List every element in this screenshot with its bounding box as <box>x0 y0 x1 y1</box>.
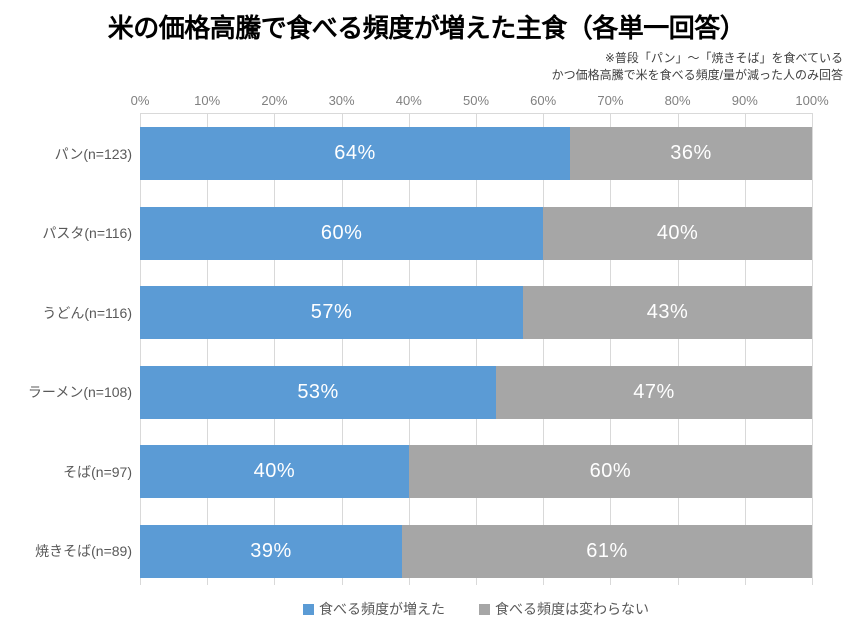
category-label: そば(n=97) <box>63 463 132 480</box>
bar-segment-unchanged: 40% <box>543 206 812 260</box>
bar-segment-unchanged: 36% <box>570 127 812 180</box>
bar-row: ラーメン(n=108) 53% 47% <box>28 365 812 419</box>
x-axis-tick-label: 30% <box>328 93 355 108</box>
x-axis-tick-label: 20% <box>261 93 288 108</box>
x-axis-tick-label: 80% <box>664 93 691 108</box>
gridline <box>610 113 612 585</box>
chart-title: 米の価格高騰で食べる頻度が増えた主食（各単一回答） <box>107 13 746 43</box>
bar-segment-increased: 53% <box>140 365 497 419</box>
legend-item: 食べる頻度は変わらない <box>479 599 649 619</box>
bar-value-label: 64% <box>334 142 376 164</box>
bar-plot-area: パン(n=123) 64% 36% パスタ(n=116) 60% 40% うどん(n=116… <box>28 127 812 578</box>
x-axis-tick-label: 60% <box>530 93 557 108</box>
x-axis-tick-label: 100% <box>795 93 829 108</box>
category-label: パン(n=123) <box>54 145 132 162</box>
note-line-2: かつ価格高騰で米を食べる頻度/量が減った人のみ回答 <box>551 68 843 82</box>
bar-segment-increased: 60% <box>140 206 544 260</box>
gridline <box>744 113 746 585</box>
category-label: ラーメン(n=108) <box>27 384 132 401</box>
gridline <box>543 113 545 585</box>
category-label: パスタ(n=116) <box>42 225 132 242</box>
category-label: うどん(n=116) <box>42 304 132 321</box>
gridline <box>274 113 276 585</box>
x-axis-tick-label: 10% <box>194 93 221 108</box>
bar-row: 焼きそば(n=89) 39% 61% <box>35 524 812 578</box>
x-axis-tick-label: 90% <box>731 93 758 108</box>
gridline <box>341 113 343 585</box>
category-label: 焼きそば(n=89) <box>35 543 132 560</box>
gridline <box>677 113 679 585</box>
legend-swatch <box>479 603 490 615</box>
legend-item: 食べる頻度が増えた <box>303 599 445 619</box>
bar-segment-increased: 40% <box>140 445 409 499</box>
legend-label: 食べる頻度は変わらない <box>495 601 649 617</box>
gridline <box>207 113 209 585</box>
x-axis-tick-label: 40% <box>395 93 422 108</box>
legend: 食べる頻度が増えた 食べる頻度は変わらない <box>140 599 812 619</box>
bar-segment-unchanged: 60% <box>408 445 812 499</box>
gridline <box>476 113 477 585</box>
bar-segment-increased: 57% <box>140 286 524 340</box>
bar-row: そば(n=97) 40% 60% <box>63 445 812 499</box>
chart-note: ※普段「パン」～「焼きそば」を食べている かつ価格高騰で米を食べる頻度/量が減っ… <box>552 50 843 84</box>
bar-segment-increased: 39% <box>140 524 403 578</box>
bar-row: パン(n=123) 64% 36% <box>55 127 812 180</box>
bar-value-label: 60% <box>320 221 363 244</box>
bar-value-label: 47% <box>633 380 675 403</box>
x-axis-tick-label: 50% <box>462 93 490 108</box>
x-axis-tick-label: 0% <box>130 93 150 108</box>
bar-value-label: 53% <box>297 380 339 403</box>
bar-segment-unchanged: 43% <box>523 286 812 340</box>
note-line-1: ※普段「パン」～「焼きそば」を食べている <box>604 51 843 65</box>
bar-row: パスタ(n=116) 60% 40% <box>42 206 812 260</box>
bar-value-label: 39% <box>250 539 292 562</box>
bar-value-label: 43% <box>646 301 689 324</box>
bar-value-label: 40% <box>253 460 296 483</box>
x-axis-tick-label: 70% <box>597 93 624 108</box>
bar-row: うどん(n=116) 57% 43% <box>42 286 812 340</box>
legend-label: 食べる頻度が増えた <box>319 601 445 617</box>
bar-segment-unchanged: 47% <box>496 365 812 419</box>
bar-segment-increased: 64% <box>140 127 571 180</box>
bar-value-label: 36% <box>670 142 712 164</box>
bar-value-label: 60% <box>589 460 632 483</box>
gridline <box>140 113 141 585</box>
gridline <box>812 113 813 585</box>
bar-value-label: 40% <box>656 221 699 244</box>
bar-segment-unchanged: 61% <box>402 524 812 578</box>
bar-value-label: 61% <box>586 539 628 562</box>
bar-value-label: 57% <box>310 301 353 324</box>
gridline <box>408 113 410 585</box>
legend-swatch <box>303 603 314 615</box>
